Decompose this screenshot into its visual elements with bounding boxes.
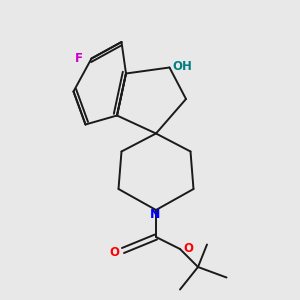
Text: O: O — [110, 245, 119, 259]
Text: F: F — [75, 52, 83, 65]
Text: O: O — [184, 242, 194, 256]
Text: N: N — [150, 208, 161, 221]
Text: OH: OH — [172, 59, 192, 73]
